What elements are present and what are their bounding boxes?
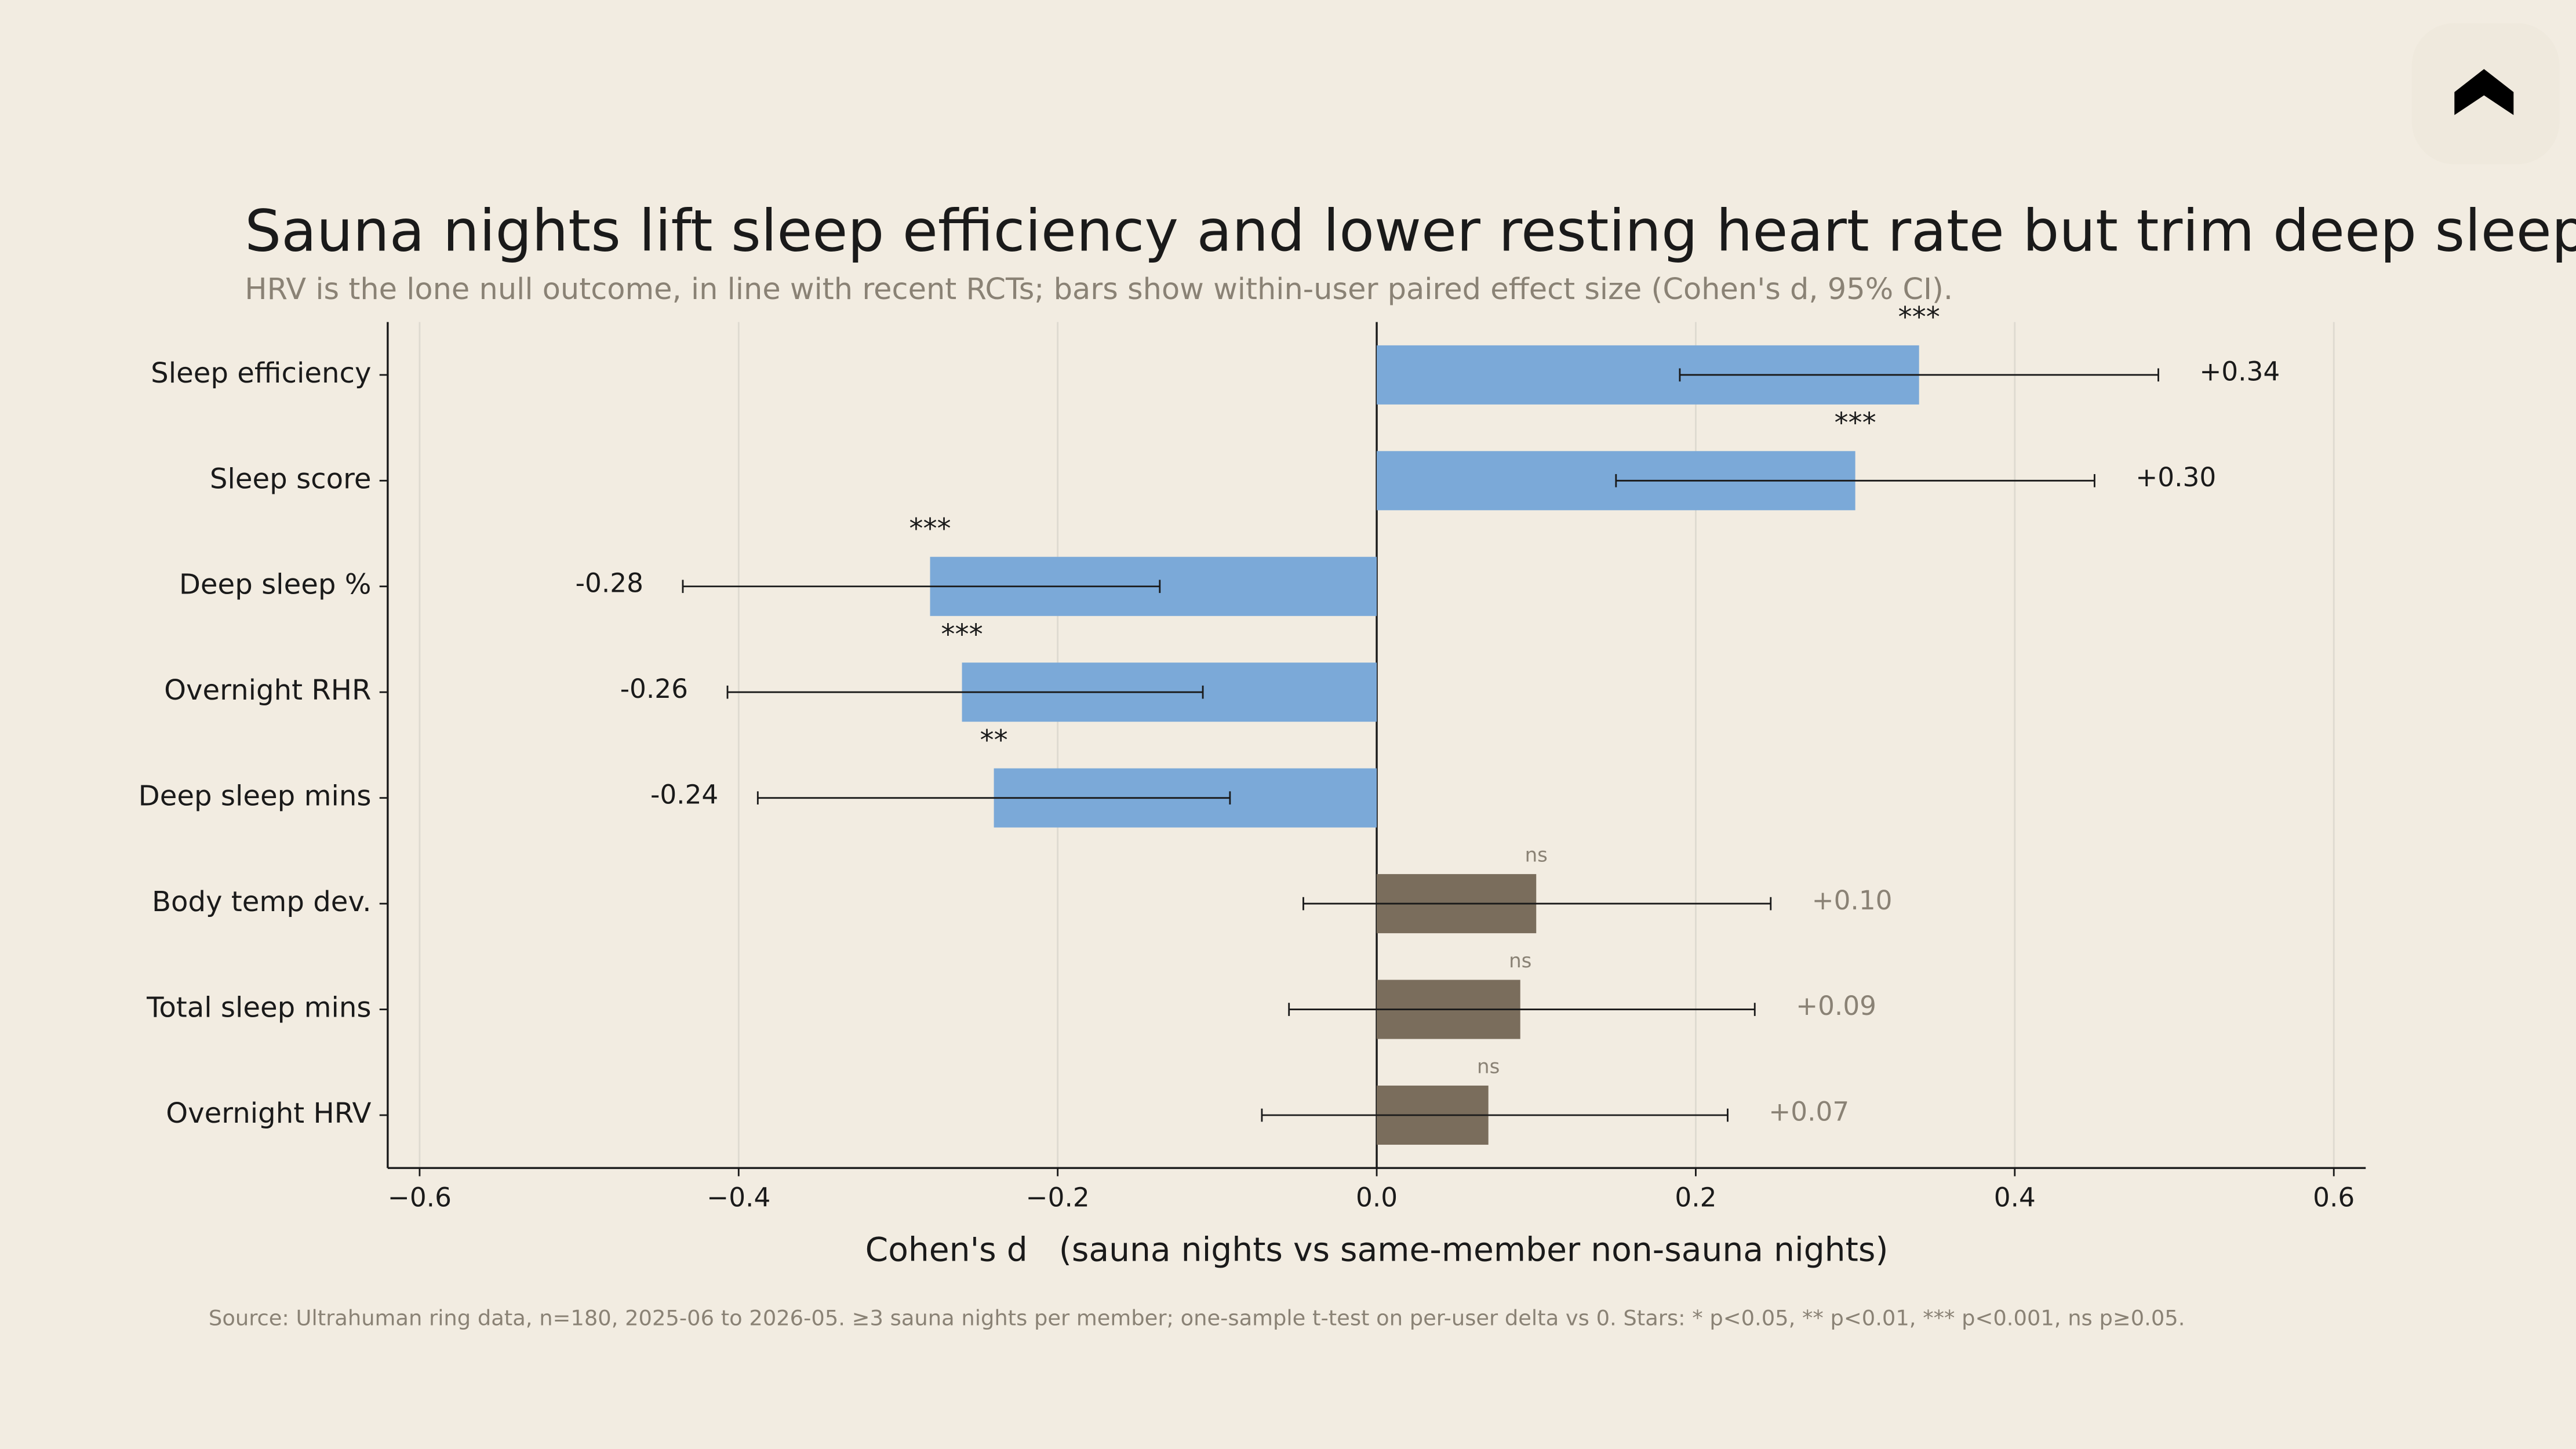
- value-label: -0.24: [650, 779, 718, 810]
- value-label: +0.30: [2135, 462, 2216, 493]
- x-tick-label: −0.2: [1026, 1182, 1090, 1213]
- significance-label: ns: [1525, 843, 1548, 867]
- logo: [2454, 69, 2514, 115]
- y-tick-label: Overnight HRV: [166, 1097, 371, 1130]
- y-tick-label: Deep sleep mins: [139, 780, 372, 813]
- value-label: -0.26: [620, 673, 688, 704]
- x-tick-label: 0.0: [1356, 1182, 1398, 1213]
- x-axis-label: Cohen's d (sauna nights vs same-member n…: [865, 1230, 1889, 1269]
- x-tick-label: 0.2: [1675, 1182, 1716, 1213]
- y-tick-label: Body temp dev.: [152, 886, 372, 918]
- y-tick-label: Total sleep mins: [146, 992, 371, 1024]
- value-label: +0.34: [2199, 356, 2280, 387]
- significance-label: ***: [909, 512, 951, 545]
- source-note: Source: Ultrahuman ring data, n=180, 202…: [209, 1305, 2185, 1330]
- x-tick-label: 0.4: [1994, 1182, 2036, 1213]
- x-tick-label: −0.4: [707, 1182, 770, 1213]
- significance-label: ns: [1477, 1055, 1500, 1078]
- chart-subtitle: HRV is the lone null outcome, in line wi…: [245, 272, 1953, 307]
- y-tick-label: Deep sleep %: [179, 569, 372, 601]
- value-label: -0.28: [576, 567, 643, 598]
- value-label: +0.07: [1769, 1097, 1849, 1127]
- chart-title: Sauna nights lift sleep efficiency and l…: [245, 198, 2576, 265]
- value-label: +0.09: [1796, 991, 1876, 1021]
- significance-label: ns: [1509, 949, 1531, 973]
- value-label: +0.10: [1812, 885, 1893, 916]
- y-tick-label: Overnight RHR: [164, 674, 371, 707]
- significance-label: ***: [941, 618, 983, 651]
- y-tick-label: Sleep efficiency: [151, 357, 371, 389]
- significance-label: **: [980, 724, 1008, 756]
- significance-label: ***: [1898, 301, 1940, 333]
- y-tick-label: Sleep score: [210, 463, 372, 495]
- x-tick-label: −0.6: [388, 1182, 452, 1213]
- significance-label: ***: [1834, 407, 1876, 439]
- x-tick-label: 0.6: [2313, 1182, 2355, 1213]
